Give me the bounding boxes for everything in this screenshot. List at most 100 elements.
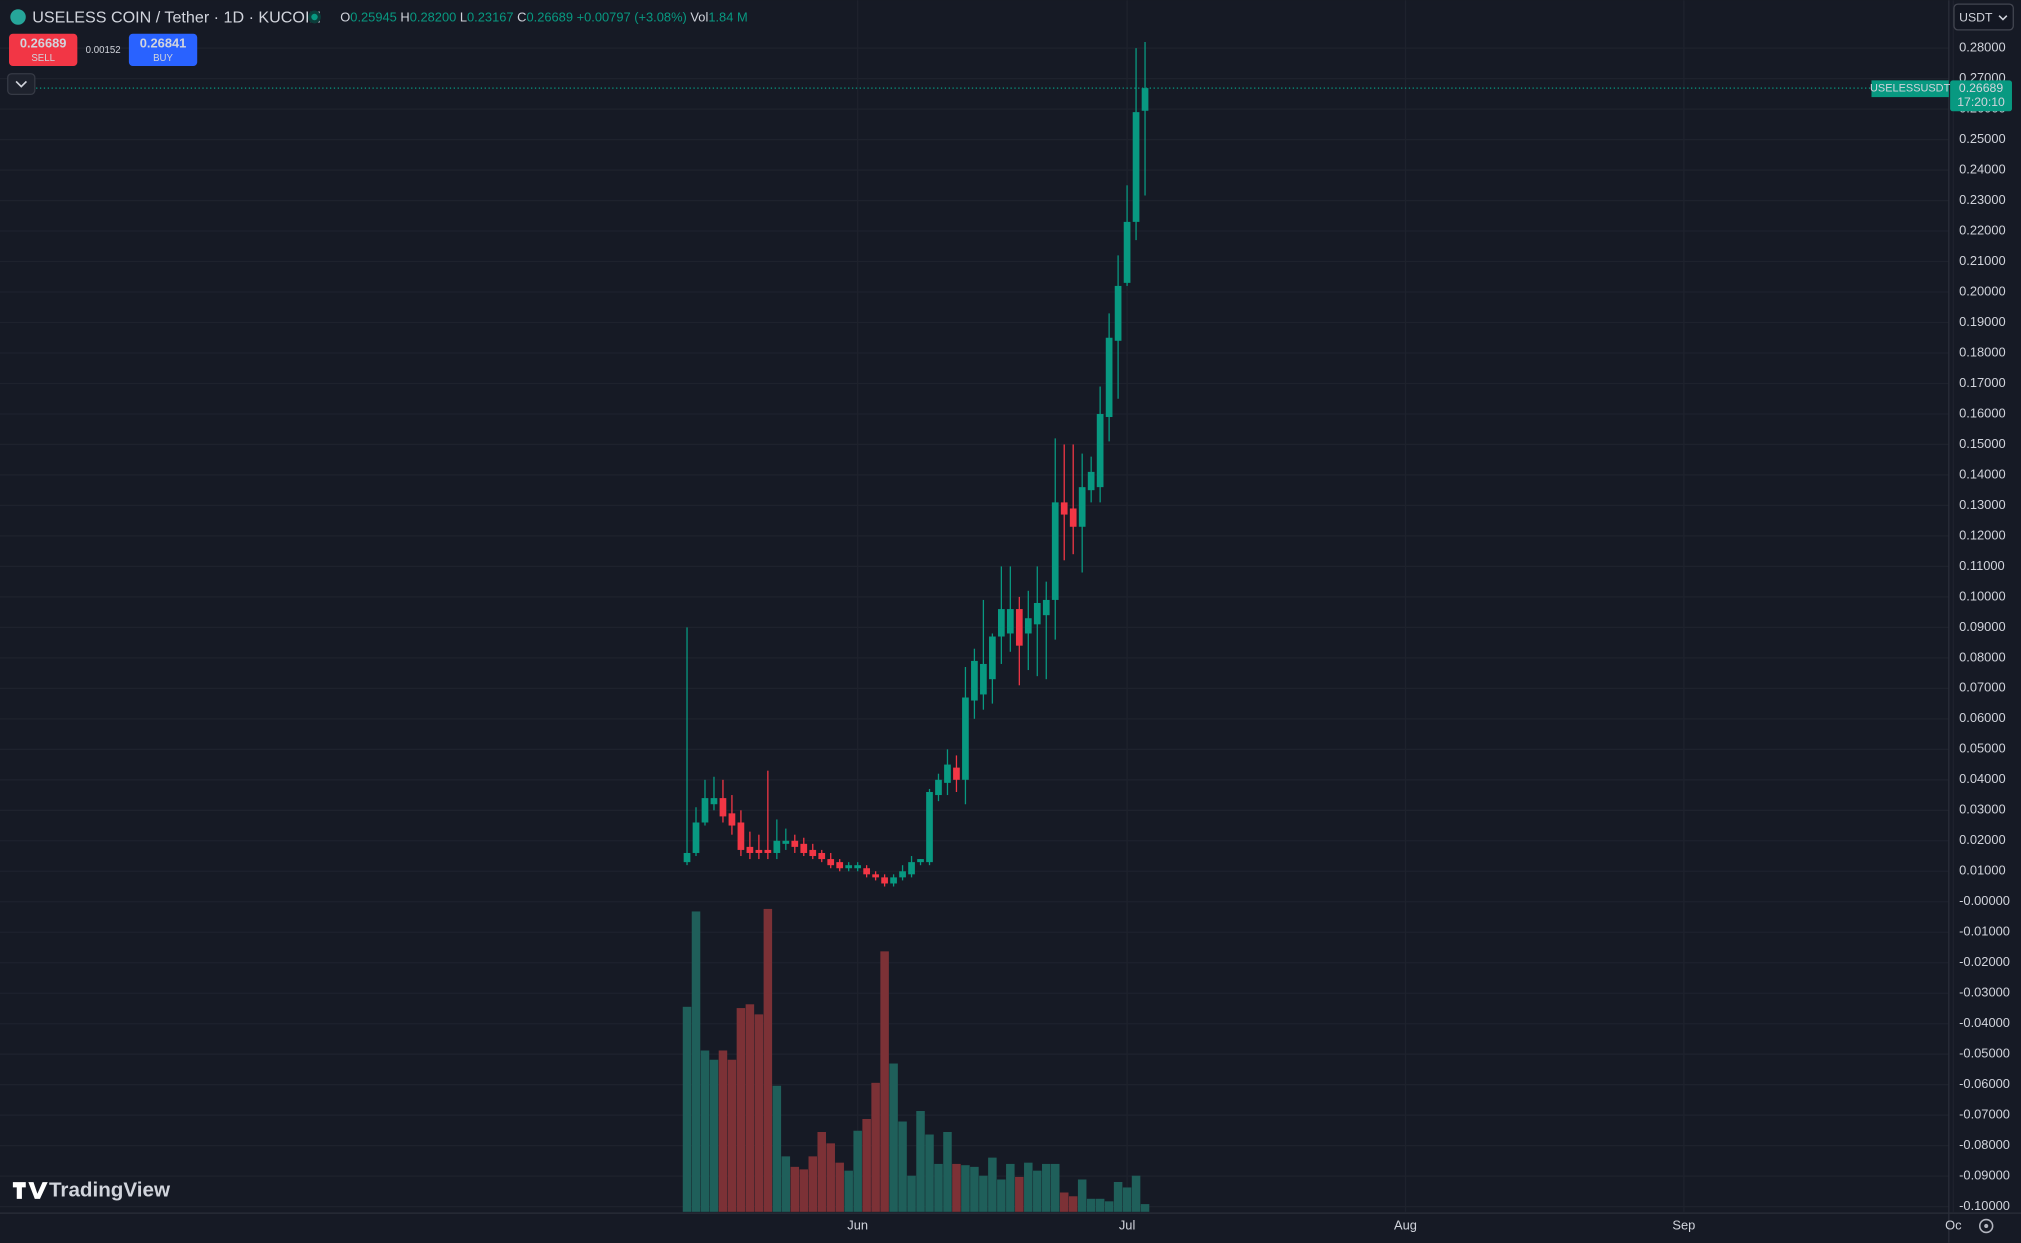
y-tick-label: 0.10000 [1959,588,2006,603]
volume-bar [880,951,889,1212]
ohlc-value: 0.28200 [410,10,457,25]
ohlc-key: L [460,10,467,25]
candle-body [692,822,700,853]
buy-button[interactable]: 0.26841 BUY [128,33,198,66]
candle-body [998,609,1005,637]
candle-body [1024,618,1032,634]
volume-bar [853,1130,862,1212]
volume-bar [754,1014,764,1212]
logo-text: TradingView [49,1179,171,1202]
currency-button[interactable]: USDT [1953,3,2014,31]
volume-bar [916,1110,925,1212]
candle-body [701,798,709,823]
symbol-tag-bg [1871,80,1949,98]
volume-bar [808,1156,818,1212]
candle-body [1087,471,1095,491]
symbol-tag: USELESSUSDT [1870,83,1951,95]
volume-bar [1042,1163,1051,1212]
ohlc-value: 0.26689 [526,10,573,25]
candle-body [782,840,790,844]
volume-bar [1077,1179,1087,1212]
volume-bar [898,1121,907,1212]
candle-body [935,779,942,796]
x-tick-label: Aug [1394,1217,1417,1232]
volume-bar [790,1166,800,1212]
y-tick-label: -0.04000 [1959,1015,2010,1030]
volume-bar [1024,1162,1033,1212]
ohlc-value: 0.23167 [467,10,514,25]
y-tick-label: -0.00000 [1959,893,2010,908]
collapse-button[interactable] [7,73,36,95]
candle-body [719,798,727,817]
currency-bg [1953,3,2014,31]
x-tick-label: Sep [1672,1217,1695,1232]
candle-body [800,843,808,853]
candle-body [1096,413,1104,488]
candle-body [872,874,879,878]
y-tick-label: 0.01000 [1959,863,2006,878]
volume-key: Vol [690,10,708,25]
y-tick-label: 0.05000 [1959,741,2006,756]
y-tick-label: -0.10000 [1959,1198,2010,1213]
candle-body [926,792,933,863]
candle-body [908,862,915,875]
y-tick-label: 0.02000 [1959,832,2006,847]
volume-bar [718,1050,728,1212]
volume-bar [727,1059,737,1212]
y-tick-label: 0.25000 [1959,131,2006,146]
candle-body [1006,609,1014,634]
buy-price: 0.26841 [140,35,187,50]
settings-icon[interactable] [1978,1218,1994,1234]
volume-bar [1033,1170,1042,1212]
volume-bar [862,1118,871,1212]
candle-body [989,636,996,680]
y-tick-label: 0.04000 [1959,771,2006,786]
volume-bar [970,1166,979,1212]
ohlc-key: O [340,10,350,25]
y-tick-label: 0.20000 [1959,283,2006,298]
y-tick-label: 0.19000 [1959,314,2006,329]
volume-bar [745,1004,755,1212]
candle-body [962,697,969,780]
y-tick-label: -0.01000 [1959,924,2010,939]
candle-body [746,846,754,853]
y-tick-label: -0.05000 [1959,1046,2010,1061]
ohlc-value: 0.25945 [350,10,397,25]
volume-bar [1140,1204,1150,1212]
volume-bar [1059,1192,1069,1212]
volume-bar [1068,1196,1078,1212]
candle-body [791,840,799,847]
volume-bar [700,1050,710,1212]
candle-body [1123,221,1131,283]
volume-bar [736,1008,746,1212]
chevron [1998,15,2008,21]
y-tick-label: 0.23000 [1959,192,2006,207]
y-tick-label: 0.16000 [1959,405,2006,420]
y-tick-label: 0.13000 [1959,497,2006,512]
sell-bg [9,33,78,66]
volume-bar [682,1006,692,1212]
symbol-icon [10,9,26,25]
candle-body [710,798,718,805]
y-tick-label: -0.06000 [1959,1076,2010,1091]
sell-button[interactable]: 0.26689 SELL [9,33,78,66]
y-tick-label: 0.08000 [1959,649,2006,664]
symbol-title: USELESS COIN / Tether · 1D · KUCOIN [32,9,321,27]
candle-body [755,849,763,853]
y-tick-label: -0.09000 [1959,1168,2010,1183]
spread: 0.00152 [86,45,121,56]
candle-body [1033,602,1041,625]
volume-bar [943,1131,952,1212]
volume-bar [1122,1187,1132,1212]
y-tick-label: 0.15000 [1959,436,2006,451]
y-tick-label: 0.14000 [1959,466,2006,481]
x-tick-label: Jun [847,1217,868,1232]
candle-body [881,877,888,884]
volume-bar [952,1163,961,1212]
price-tag-bg [1950,80,2012,112]
y-tick-label: 0.21000 [1959,253,2006,268]
logo-icon [12,1182,48,1199]
candle-body [809,849,817,857]
x-tick-label: Oc [1945,1217,1962,1232]
